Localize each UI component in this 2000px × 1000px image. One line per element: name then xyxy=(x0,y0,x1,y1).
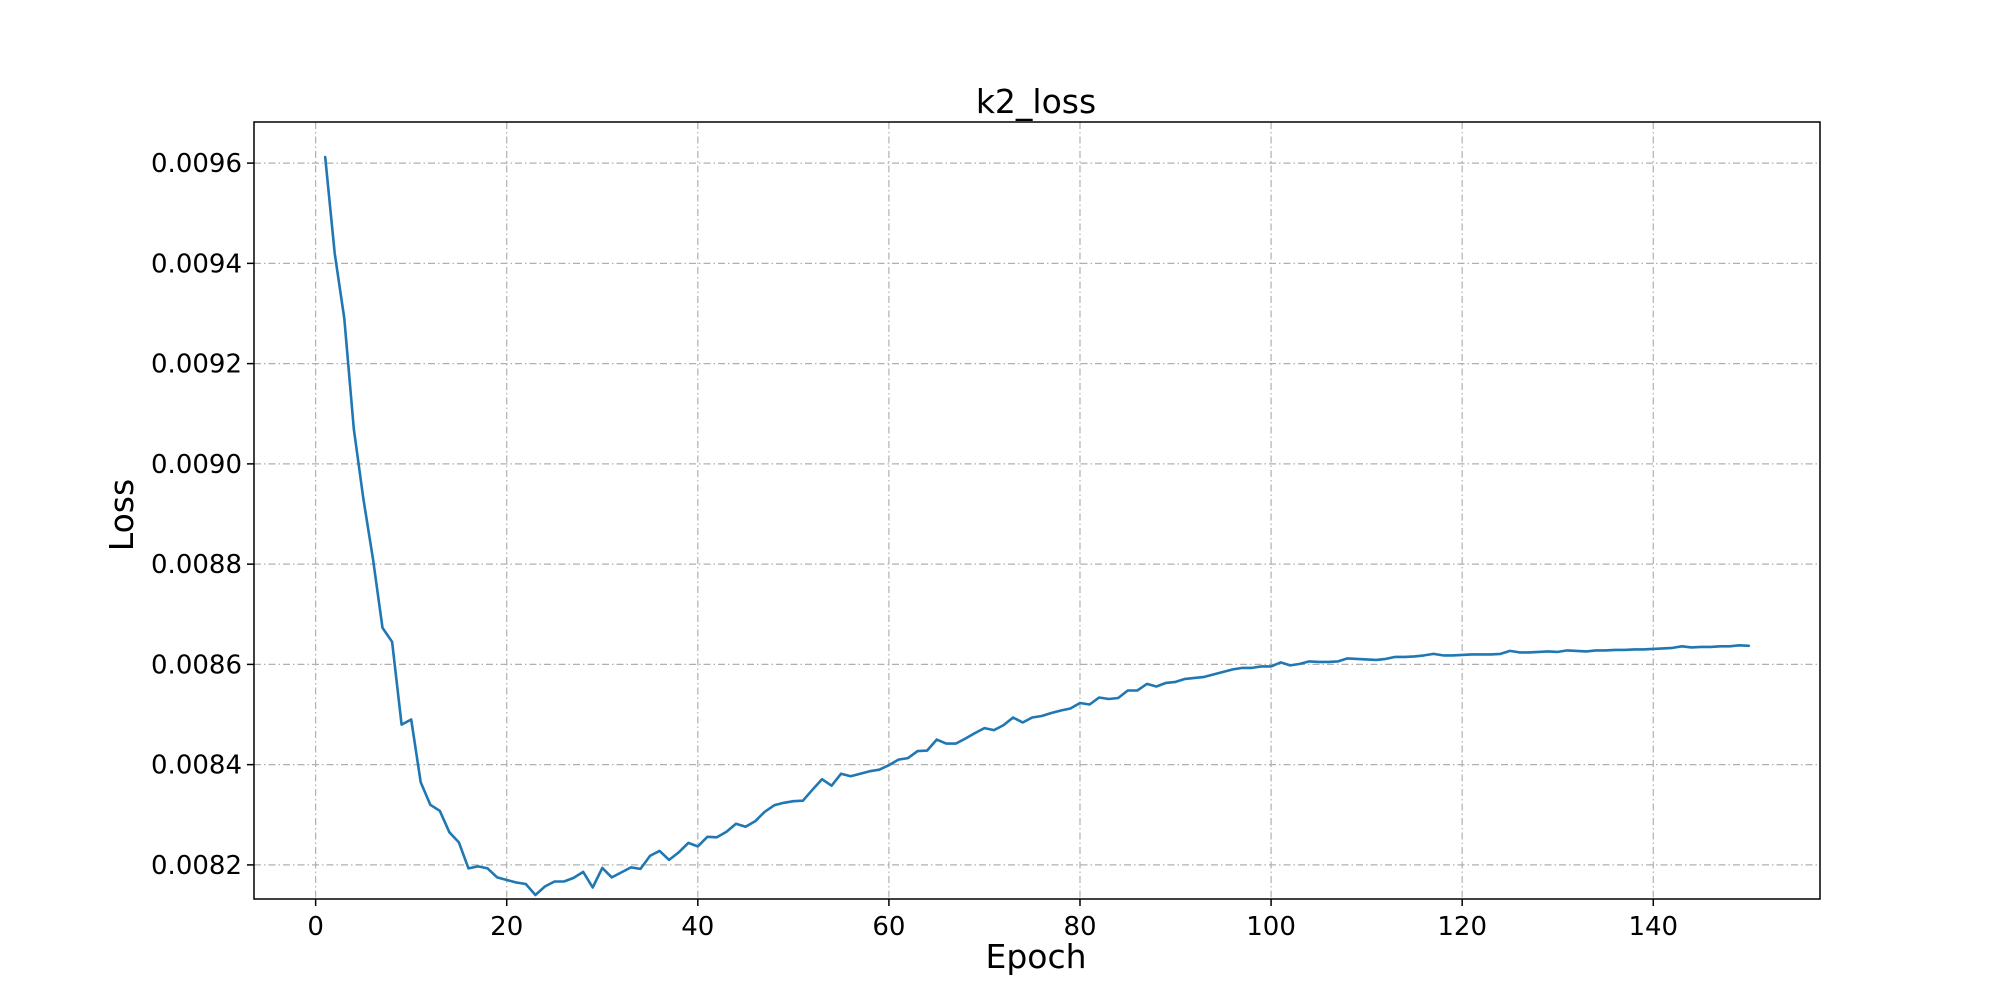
x-axis-ticks: 0 20 40 60 80 100 120 140 xyxy=(307,899,1678,942)
y-tick-label: 0.0088 xyxy=(151,550,242,580)
y-axis-label: Loss xyxy=(102,479,141,551)
series-layer xyxy=(323,155,1751,897)
y-tick-label: 0.0082 xyxy=(151,851,242,881)
x-tick-label: 20 xyxy=(490,912,523,942)
x-tick-label: 60 xyxy=(872,912,905,942)
y-axis-ticks: 0.0082 0.0084 0.0086 0.0088 0.0090 0.0092 0.00… xyxy=(151,149,254,881)
y-tick-label: 0.0092 xyxy=(151,350,242,380)
y-tick-label: 0.0086 xyxy=(151,650,242,680)
x-tick-label: 0 xyxy=(307,912,324,942)
y-tick-label: 0.0096 xyxy=(151,149,242,179)
x-tick-label: 120 xyxy=(1437,912,1487,942)
x-axis-label: Epoch xyxy=(985,937,1086,976)
x-tick-label: 140 xyxy=(1628,912,1678,942)
x-tick-label: 40 xyxy=(681,912,714,942)
plot-frame xyxy=(253,121,1821,900)
x-tick-label: 100 xyxy=(1246,912,1296,942)
x-tick-label: 80 xyxy=(1063,912,1096,942)
grid xyxy=(254,122,1820,899)
series-line xyxy=(323,155,1751,897)
chart-title: k2_loss xyxy=(976,82,1096,121)
y-tick-label: 0.0090 xyxy=(151,450,242,480)
y-tick-label: 0.0094 xyxy=(151,249,242,279)
y-tick-label: 0.0084 xyxy=(151,751,242,781)
